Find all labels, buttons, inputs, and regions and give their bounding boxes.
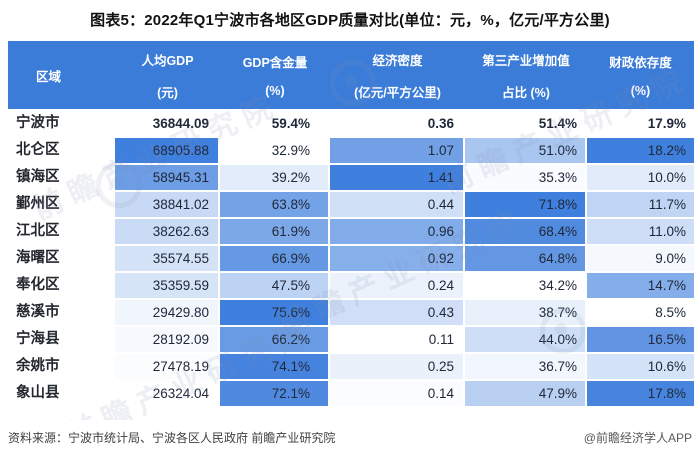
value-cell: 68905.88	[115, 138, 220, 165]
table-row: 慈溪市 29429.80 75.6% 0.43 38.7% 8.5%	[8, 300, 694, 327]
value-cell: 0.92	[330, 246, 465, 273]
value-cell: 10.6%	[587, 354, 694, 381]
value-cell: 47.5%	[220, 273, 330, 300]
table-header: 区域 人均GDP (元) GDP含金量 (%) 经济密度 (亿元/平方公里) 第…	[8, 41, 694, 111]
value-cell: 0.36	[330, 111, 465, 138]
value-cell: 0.24	[330, 273, 465, 300]
value-cell: 75.6%	[220, 300, 330, 327]
value-cell: 11.7%	[587, 192, 694, 219]
region-cell: 奉化区	[8, 273, 115, 300]
value-cell: 0.96	[330, 219, 465, 246]
region-cell: 象山县	[8, 381, 115, 408]
value-cell: 26324.04	[115, 381, 220, 408]
value-cell: 9.0%	[587, 246, 694, 273]
value-cell: 32.9%	[220, 138, 330, 165]
source-note: 资料来源：宁波市统计局、宁波各区人民政府 前瞻产业研究院	[8, 431, 336, 445]
value-cell: 38.7%	[465, 300, 587, 327]
column-header-gdp-per-capita: 人均GDP (元)	[115, 41, 220, 111]
value-cell: 66.9%	[220, 246, 330, 273]
value-cell: 35574.55	[115, 246, 220, 273]
value-cell: 66.2%	[220, 327, 330, 354]
table-row: 余姚市 27478.19 74.1% 0.25 36.7% 10.6%	[8, 354, 694, 381]
region-cell: 宁海县	[8, 327, 115, 354]
value-cell: 35.3%	[465, 165, 587, 192]
value-cell: 74.1%	[220, 354, 330, 381]
value-cell: 44.0%	[465, 327, 587, 354]
column-header-fiscal-dependence: 财政依存度 (%)	[587, 41, 694, 111]
value-cell: 14.7%	[587, 273, 694, 300]
table-row: 江北区 38262.63 61.9% 0.96 68.4% 11.0%	[8, 219, 694, 246]
value-cell: 72.1%	[220, 381, 330, 408]
value-cell: 68.4%	[465, 219, 587, 246]
table-row: 奉化区 35359.59 47.5% 0.24 34.2% 14.7%	[8, 273, 694, 300]
region-cell: 余姚市	[8, 354, 115, 381]
value-cell: 17.8%	[587, 381, 694, 408]
value-cell: 35359.59	[115, 273, 220, 300]
value-cell: 29429.80	[115, 300, 220, 327]
table-row: 海曙区 35574.55 66.9% 0.92 64.8% 9.0%	[8, 246, 694, 273]
value-cell: 38841.02	[115, 192, 220, 219]
value-cell: 59.4%	[220, 111, 330, 138]
gdp-quality-table: 区域 人均GDP (元) GDP含金量 (%) 经济密度 (亿元/平方公里) 第…	[8, 41, 694, 408]
value-cell: 0.11	[330, 327, 465, 354]
region-cell: 慈溪市	[8, 300, 115, 327]
value-cell: 71.8%	[465, 192, 587, 219]
region-cell: 江北区	[8, 219, 115, 246]
region-cell: 镇海区	[8, 165, 115, 192]
table-row: 宁波市 36844.09 59.4% 0.36 51.4% 17.9%	[8, 111, 694, 138]
region-cell: 海曙区	[8, 246, 115, 273]
table-row: 鄞州区 38841.02 63.8% 0.44 71.8% 11.7%	[8, 192, 694, 219]
table-body: 宁波市 36844.09 59.4% 0.36 51.4% 17.9% 北仑区 68905.8…	[8, 111, 694, 408]
region-cell: 宁波市	[8, 111, 115, 138]
value-cell: 38262.63	[115, 219, 220, 246]
value-cell: 0.43	[330, 300, 465, 327]
table-row: 宁海县 28192.09 66.2% 0.11 44.0% 16.5%	[8, 327, 694, 354]
table-row: 北仑区 68905.88 32.9% 1.07 51.0% 18.2%	[8, 138, 694, 165]
value-cell: 8.5%	[587, 300, 694, 327]
credit-note: @前瞻经济学人APP	[583, 431, 692, 445]
table-row: 象山县 26324.04 72.1% 0.14 47.9% 17.8%	[8, 381, 694, 408]
value-cell: 11.0%	[587, 219, 694, 246]
figure-footer: 资料来源：宁波市统计局、宁波各区人民政府 前瞻产业研究院 @前瞻经济学人APP	[8, 429, 692, 446]
region-cell: 鄞州区	[8, 192, 115, 219]
value-cell: 51.0%	[465, 138, 587, 165]
value-cell: 27478.19	[115, 354, 220, 381]
value-cell: 16.5%	[587, 327, 694, 354]
column-header-region: 区域	[8, 41, 115, 111]
value-cell: 58945.31	[115, 165, 220, 192]
value-cell: 61.9%	[220, 219, 330, 246]
value-cell: 17.9%	[587, 111, 694, 138]
value-cell: 10.0%	[587, 165, 694, 192]
value-cell: 39.2%	[220, 165, 330, 192]
value-cell: 28192.09	[115, 327, 220, 354]
value-cell: 1.07	[330, 138, 465, 165]
value-cell: 36844.09	[115, 111, 220, 138]
value-cell: 64.8%	[465, 246, 587, 273]
column-header-tertiary-industry-share: 第三产业增加值 占比 (%)	[465, 41, 587, 111]
value-cell: 63.8%	[220, 192, 330, 219]
region-cell: 北仑区	[8, 138, 115, 165]
value-cell: 36.7%	[465, 354, 587, 381]
figure-title: 图表5：2022年Q1宁波市各地区GDP质量对比(单位：元，%，亿元/平方公里)	[90, 12, 610, 29]
column-header-gdp-gold-content: GDP含金量 (%)	[220, 41, 330, 111]
value-cell: 51.4%	[465, 111, 587, 138]
value-cell: 47.9%	[465, 381, 587, 408]
value-cell: 1.41	[330, 165, 465, 192]
value-cell: 34.2%	[465, 273, 587, 300]
value-cell: 0.14	[330, 381, 465, 408]
value-cell: 0.44	[330, 192, 465, 219]
header-row: 区域 人均GDP (元) GDP含金量 (%) 经济密度 (亿元/平方公里) 第…	[8, 41, 694, 111]
value-cell: 18.2%	[587, 138, 694, 165]
value-cell: 0.25	[330, 354, 465, 381]
table-row: 镇海区 58945.31 39.2% 1.41 35.3% 10.0%	[8, 165, 694, 192]
column-header-economic-density: 经济密度 (亿元/平方公里)	[330, 41, 465, 111]
